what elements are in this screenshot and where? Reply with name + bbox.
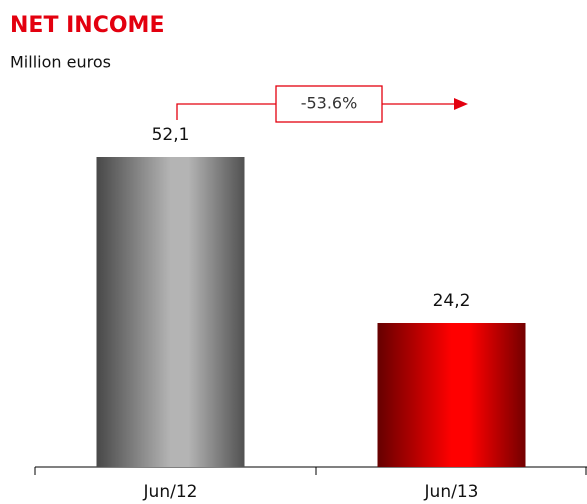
annotation-text: -53.6% <box>301 94 358 113</box>
x-tick-label: Jun/12 <box>143 482 198 502</box>
value-label: 24,2 <box>433 291 471 311</box>
bar-shading <box>377 323 526 467</box>
x-tick-label: Jun/13 <box>424 482 479 502</box>
change-annotation <box>176 85 468 123</box>
chart-title: NET INCOME <box>10 13 164 38</box>
value-label: 52,1 <box>152 125 190 145</box>
chart-subtitle: Million euros <box>10 53 111 72</box>
bar-shading <box>96 157 245 467</box>
arrow-head <box>454 98 468 110</box>
annotation-line <box>176 103 276 120</box>
